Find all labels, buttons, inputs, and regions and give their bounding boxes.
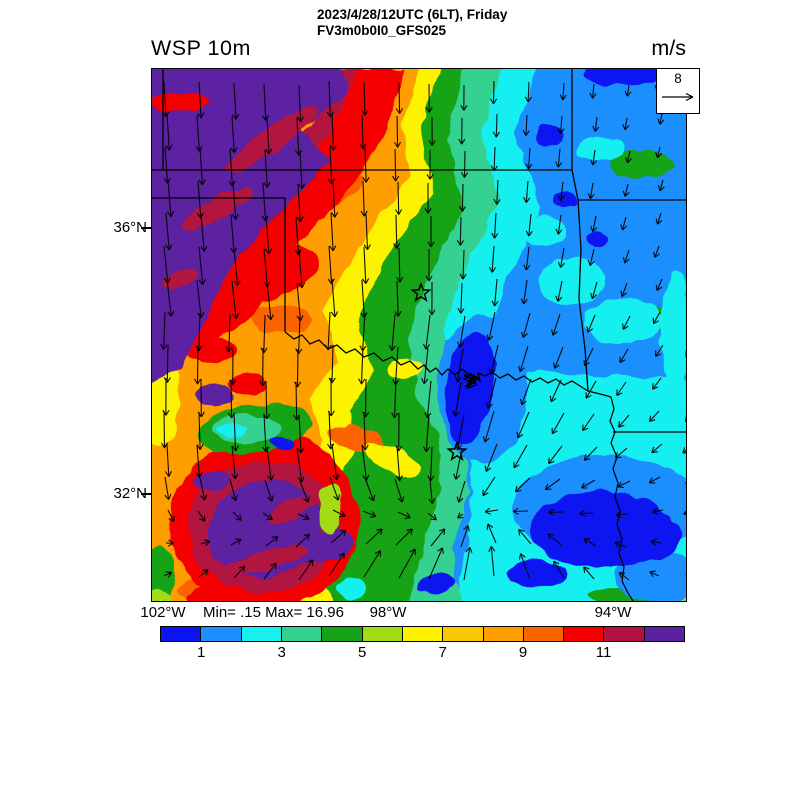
colorbar-tick-label: 11: [595, 644, 612, 661]
star-marker: [410, 281, 432, 303]
colorbar-tick-label: 5: [357, 644, 367, 661]
colorbar-cell: [443, 627, 484, 641]
wind-vectors-layer: [160, 80, 686, 581]
colorbar-tick-labels: 1 3 5 7 9 11: [0, 644, 800, 662]
wind-speed-field: [152, 69, 686, 601]
colorbar: [160, 626, 685, 642]
units-label: m/s: [651, 36, 686, 60]
colorbar-cell: [241, 627, 282, 641]
colorbar-tick-label: 1: [197, 644, 206, 661]
colorbar-cell: [281, 627, 323, 641]
lat-tick-label-32n: 32°N: [113, 485, 147, 502]
reference-vector-box: 8: [656, 68, 700, 114]
lon-tick-label-102w: 102°W: [140, 604, 186, 621]
colorbar-cell: [402, 627, 444, 641]
lon-tick-label-94w: 94°W: [594, 604, 632, 621]
colorbar-tick-label: 3: [277, 644, 286, 661]
reference-vector-arrow-icon: [662, 92, 694, 102]
lat-tick-mark-32n: [141, 493, 151, 495]
reference-vector-value: 8: [674, 71, 682, 86]
colorbar-cell: [644, 627, 685, 641]
title-datetime: 2023/4/28/12UTC (6LT), Friday: [317, 7, 508, 22]
lat-tick-label-36n: 36°N: [113, 219, 147, 236]
red-river: [284, 331, 612, 398]
title-model: FV3m0b0I0_GFS025: [317, 23, 447, 38]
variable-label: WSP 10m: [151, 36, 251, 60]
colorbar-cell: [564, 627, 605, 641]
colorbar-cell: [161, 627, 202, 641]
star-markers-layer: [410, 281, 468, 462]
lat-tick-mark-36n: [141, 227, 151, 229]
colorbar-tick-label: 7: [438, 644, 447, 661]
colorbar-tick-label: 9: [518, 644, 528, 661]
colorbar-cell: [523, 627, 565, 641]
lon-axis: 102°W 98°W 94°W: [0, 604, 800, 622]
colorbar-cell: [604, 627, 645, 641]
tx-eastern-border: [609, 396, 634, 601]
colorbar-cell: [483, 627, 524, 641]
colorbar-cell: [201, 627, 242, 641]
map-canvas: [151, 68, 687, 602]
river-knot: [463, 371, 480, 388]
colorbar-cell: [362, 627, 403, 641]
plot-title: 2023/4/28/12UTC (6LT), Friday FV3m0b0I0_…: [317, 7, 507, 39]
lon-tick-label-98w: 98°W: [369, 604, 407, 621]
colorbar-cell: [322, 627, 363, 641]
minmax-stats: Min= .15 Max= 16.96: [203, 604, 344, 621]
star-marker: [446, 440, 468, 462]
